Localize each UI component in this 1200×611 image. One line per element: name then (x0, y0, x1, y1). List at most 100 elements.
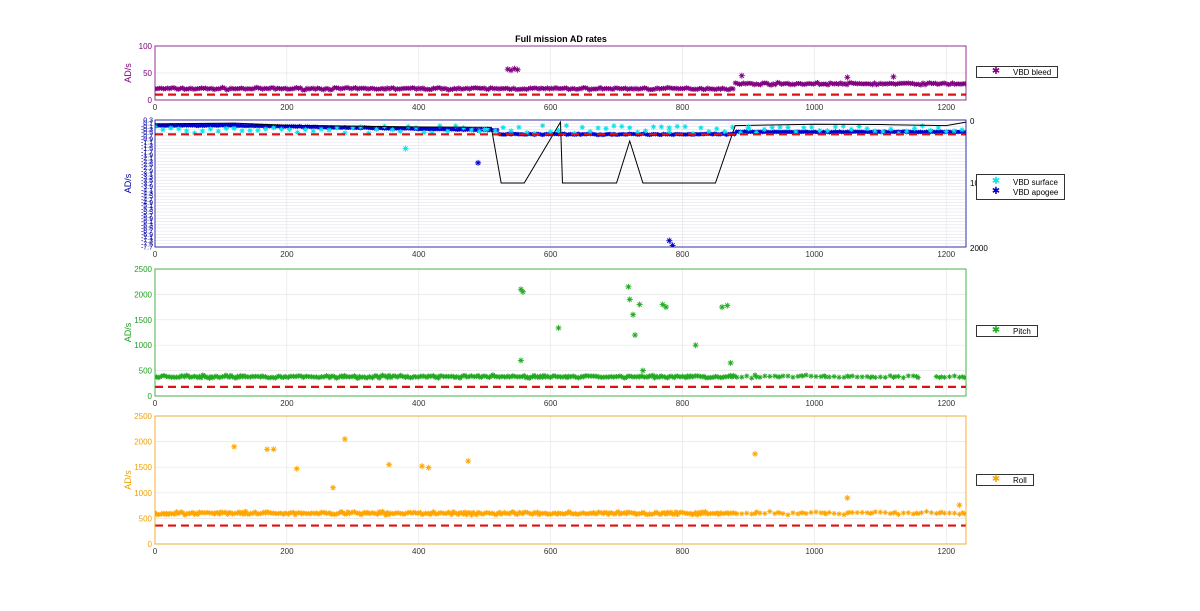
y-axis-label: AD/s (123, 173, 133, 193)
data-point (935, 125, 941, 131)
y-axis-label: AD/s (123, 63, 133, 83)
data-point (508, 128, 514, 134)
data-point (622, 85, 629, 91)
data-point (817, 81, 823, 88)
data-point (630, 374, 636, 380)
data-point (844, 373, 850, 379)
data-point (882, 509, 888, 516)
data-point (823, 81, 829, 87)
data-point (496, 86, 502, 92)
data-point (378, 510, 384, 516)
data-point (348, 86, 354, 92)
data-point (313, 374, 320, 380)
data-point (614, 85, 620, 91)
data-point (404, 510, 410, 516)
data-point (737, 130, 744, 136)
data-point (706, 128, 712, 135)
data-point (483, 373, 489, 380)
data-point (578, 132, 583, 137)
data-point (595, 86, 601, 92)
data-point (546, 511, 552, 517)
data-point (689, 374, 695, 380)
data-point (310, 510, 316, 516)
data-point (312, 86, 318, 92)
data-point (504, 85, 510, 91)
data-point (632, 373, 638, 380)
data-point (525, 86, 532, 92)
data-point (318, 126, 324, 132)
depth-trace-line (155, 120, 966, 184)
data-point (595, 509, 602, 515)
data-point (160, 127, 166, 133)
data-point (915, 511, 921, 517)
data-point (686, 511, 692, 517)
data-point (553, 84, 559, 91)
data-point (422, 374, 428, 380)
data-point (607, 131, 613, 137)
data-point (787, 82, 793, 88)
data-point (262, 374, 269, 380)
data-point (428, 86, 434, 93)
y-tick-label: -0.9 (141, 137, 153, 144)
legend-label: VBD surface (1013, 177, 1058, 187)
data-point (430, 509, 437, 515)
data-point (247, 123, 253, 129)
data-point (435, 375, 442, 381)
data-point (249, 86, 255, 92)
data-point (775, 509, 781, 516)
data-point (785, 124, 791, 131)
data-point (818, 510, 824, 516)
data-point (335, 374, 341, 381)
data-point (872, 509, 878, 515)
data-point (257, 85, 264, 91)
data-point (508, 509, 514, 516)
data-point (239, 509, 245, 515)
data-point (791, 82, 797, 88)
data-point (694, 86, 700, 92)
data-point (674, 373, 681, 379)
data-point (877, 509, 883, 515)
legend-entry-pitch: ✱ Pitch (977, 326, 1037, 336)
data-point (579, 124, 585, 130)
data-point (342, 85, 348, 91)
data-point (352, 85, 359, 91)
data-point (552, 373, 559, 379)
y-axis-label: AD/s (123, 470, 133, 490)
data-point (576, 375, 582, 381)
x-tick-label: 600 (544, 399, 558, 408)
data-point (888, 126, 894, 132)
data-point (673, 509, 679, 515)
data-point (734, 80, 740, 87)
data-point (363, 85, 369, 91)
data-point (510, 373, 516, 379)
y-tick-label: -0.5 (141, 130, 153, 137)
data-point (835, 130, 840, 135)
data-point (825, 82, 831, 88)
data-point (694, 512, 700, 518)
data-point (640, 509, 646, 515)
outlier-point (425, 464, 432, 471)
data-point (315, 124, 320, 130)
data-point (551, 373, 557, 379)
data-point (884, 81, 890, 87)
data-point (785, 512, 791, 518)
data-point (674, 123, 680, 130)
y-tick-label: -5.1 (141, 203, 153, 210)
data-point (231, 125, 237, 132)
data-point (661, 374, 667, 380)
data-point (949, 80, 956, 86)
data-point (960, 374, 966, 380)
data-point (650, 124, 657, 130)
data-point (473, 512, 480, 518)
data-point (167, 86, 173, 92)
data-point (574, 86, 580, 93)
data-point (887, 511, 893, 517)
figure-title: Full mission AD rates (515, 34, 607, 44)
x-tick-label: 0 (153, 399, 158, 408)
outlier-point (511, 65, 518, 72)
data-point (350, 125, 356, 131)
data-point (610, 374, 616, 380)
data-point (776, 80, 783, 86)
data-point (384, 509, 391, 516)
data-point (228, 85, 234, 91)
